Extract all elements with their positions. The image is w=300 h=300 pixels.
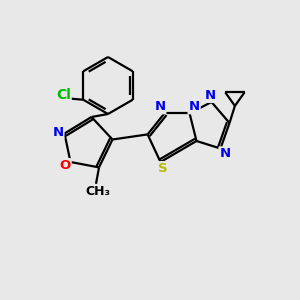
Text: N: N (188, 100, 200, 113)
Text: N: N (219, 147, 231, 161)
Text: S: S (158, 162, 168, 175)
Text: N: N (52, 125, 64, 139)
Text: CH₃: CH₃ (85, 185, 110, 198)
Text: N: N (154, 100, 166, 113)
Text: Cl: Cl (56, 88, 71, 102)
Text: O: O (59, 159, 71, 172)
Text: N: N (204, 89, 216, 102)
